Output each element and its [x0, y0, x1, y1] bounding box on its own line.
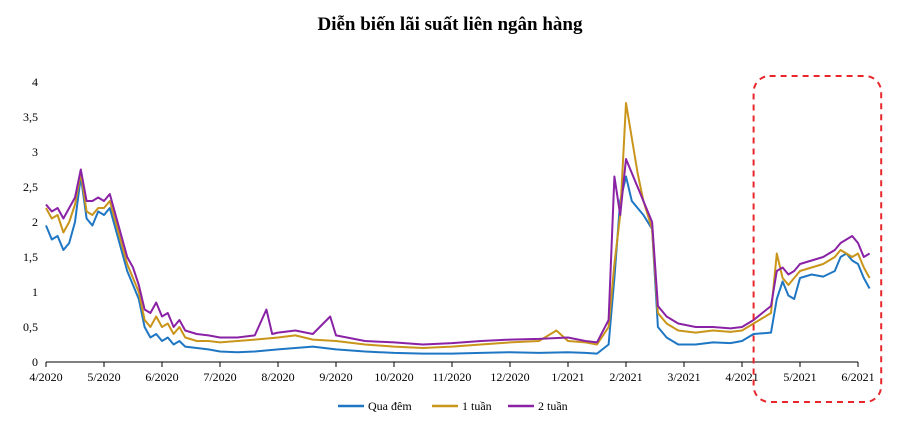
y-tick-label: 4: [32, 75, 38, 89]
legend-label: 1 tuần: [462, 399, 492, 413]
y-tick-label: 3,5: [23, 110, 38, 124]
x-tick-label: 5/2021: [783, 370, 816, 384]
x-tick-label: 7/2020: [203, 370, 236, 384]
x-tick-label: 6/2021: [841, 370, 874, 384]
y-axis-ticks: 0 0,5 1 1,5 2 2,5 3 3,5 4: [23, 75, 38, 369]
x-tick-label: 12/2020: [490, 370, 529, 384]
x-axis-ticks: 4/2020 5/2020 6/2020 7/2020 8/2020 9/2020 10/2…: [29, 362, 875, 384]
y-tick-label: 1: [32, 285, 38, 299]
x-tick-label: 10/2020: [374, 370, 413, 384]
legend-label: 2 tuần: [538, 399, 568, 413]
x-tick-label: 1/2021: [551, 370, 584, 384]
highlight-box: [752, 75, 883, 403]
y-tick-label: 2,5: [23, 180, 38, 194]
chart-title: Diễn biến lãi suất liên ngân hàng: [317, 14, 583, 35]
x-tick-label: 5/2020: [87, 370, 120, 384]
x-tick-label: 3/2021: [667, 370, 700, 384]
y-tick-label: 2: [32, 215, 38, 229]
y-tick-label: 0: [32, 355, 38, 369]
x-tick-label: 2/2021: [609, 370, 642, 384]
y-tick-label: 1,5: [23, 250, 38, 264]
series-line: [45, 102, 871, 349]
series-line: [45, 175, 871, 355]
series-line: [45, 158, 871, 346]
x-tick-label: 6/2020: [145, 370, 178, 384]
series-lines: [45, 102, 871, 355]
x-tick-label: 4/2020: [29, 370, 62, 384]
x-tick-label: 11/2020: [433, 370, 472, 384]
y-tick-label: 3: [32, 145, 38, 159]
y-tick-label: 0,5: [23, 320, 38, 334]
x-tick-label: 9/2020: [319, 370, 352, 384]
x-tick-label: 8/2020: [261, 370, 294, 384]
legend: Qua đêm 1 tuần 2 tuần: [338, 399, 568, 413]
x-tick-label: 4/2021: [725, 370, 758, 384]
legend-label: Qua đêm: [368, 399, 412, 413]
